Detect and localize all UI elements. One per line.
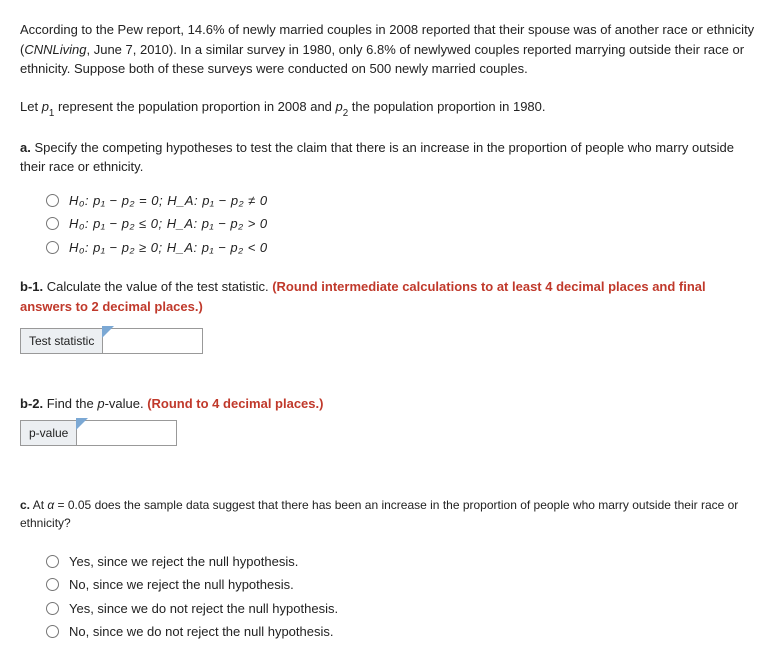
pvalue-input[interactable] <box>77 420 177 445</box>
question-a-prompt: a. Specify the competing hypotheses to t… <box>20 138 761 177</box>
hyp-option-3[interactable]: H₀: p₁ − p₂ ≥ 0; H_A: p₁ − p₂ < 0 <box>46 238 761 258</box>
intro-cite: CNNLiving <box>24 42 86 57</box>
hyp-text-2: H₀: p₁ − p₂ ≤ 0; H_A: p₁ − p₂ > 0 <box>69 214 268 234</box>
c-radio-2[interactable] <box>46 578 59 591</box>
input-marker-icon <box>76 418 88 430</box>
c-text-1: Yes, since we reject the null hypothesis… <box>69 552 298 572</box>
hyp-text-3: H₀: p₁ − p₂ ≥ 0; H_A: p₁ − p₂ < 0 <box>69 238 268 258</box>
c-radio-3[interactable] <box>46 602 59 615</box>
q-b2-label: b-2. <box>20 396 43 411</box>
q-b1-label: b-1. <box>20 279 43 294</box>
b2-instruction: (Round to 4 decimal places.) <box>147 396 323 411</box>
hypothesis-options: H₀: p₁ − p₂ = 0; H_A: p₁ − p₂ ≠ 0 H₀: p₁… <box>46 191 761 258</box>
let-definition: Let p1 represent the population proporti… <box>20 97 761 120</box>
c-option-2[interactable]: No, since we reject the null hypothesis. <box>46 575 761 595</box>
c-option-4[interactable]: No, since we do not reject the null hypo… <box>46 622 761 642</box>
c-radio-4[interactable] <box>46 625 59 638</box>
hyp-radio-1[interactable] <box>46 194 59 207</box>
pvalue-table: p-value <box>20 420 177 446</box>
c-options-group: Yes, since we reject the null hypothesis… <box>46 552 761 642</box>
question-b1-prompt: b-1. Calculate the value of the test sta… <box>20 277 761 316</box>
intro-paragraph: According to the Pew report, 14.6% of ne… <box>20 20 761 79</box>
q-a-label: a. <box>20 140 31 155</box>
hyp-radio-2[interactable] <box>46 217 59 230</box>
intro-text-post: , June 7, 2010). In a similar survey in … <box>20 42 744 77</box>
test-stat-label: Test statistic <box>21 329 103 354</box>
q-c-label: c. <box>20 498 30 512</box>
hyp-option-1[interactable]: H₀: p₁ − p₂ = 0; H_A: p₁ − p₂ ≠ 0 <box>46 191 761 211</box>
question-b2-prompt: b-2. Find the p-value. (Round to 4 decim… <box>20 394 761 414</box>
input-marker-icon <box>102 326 114 338</box>
hyp-text-1: H₀: p₁ − p₂ = 0; H_A: p₁ − p₂ ≠ 0 <box>69 191 268 211</box>
pvalue-label: p-value <box>21 420 77 445</box>
test-stat-input[interactable] <box>103 329 203 354</box>
c-text-4: No, since we do not reject the null hypo… <box>69 622 333 642</box>
c-text-2: No, since we reject the null hypothesis. <box>69 575 294 595</box>
var-p2: p <box>336 99 343 114</box>
test-statistic-table: Test statistic <box>20 328 203 354</box>
c-option-3[interactable]: Yes, since we do not reject the null hyp… <box>46 599 761 619</box>
question-c-prompt: c. At α = 0.05 does the sample data sugg… <box>20 496 761 532</box>
hyp-option-2[interactable]: H₀: p₁ − p₂ ≤ 0; H_A: p₁ − p₂ > 0 <box>46 214 761 234</box>
hyp-radio-3[interactable] <box>46 241 59 254</box>
c-option-1[interactable]: Yes, since we reject the null hypothesis… <box>46 552 761 572</box>
var-p1: p <box>42 99 49 114</box>
c-radio-1[interactable] <box>46 555 59 568</box>
c-text-3: Yes, since we do not reject the null hyp… <box>69 599 338 619</box>
